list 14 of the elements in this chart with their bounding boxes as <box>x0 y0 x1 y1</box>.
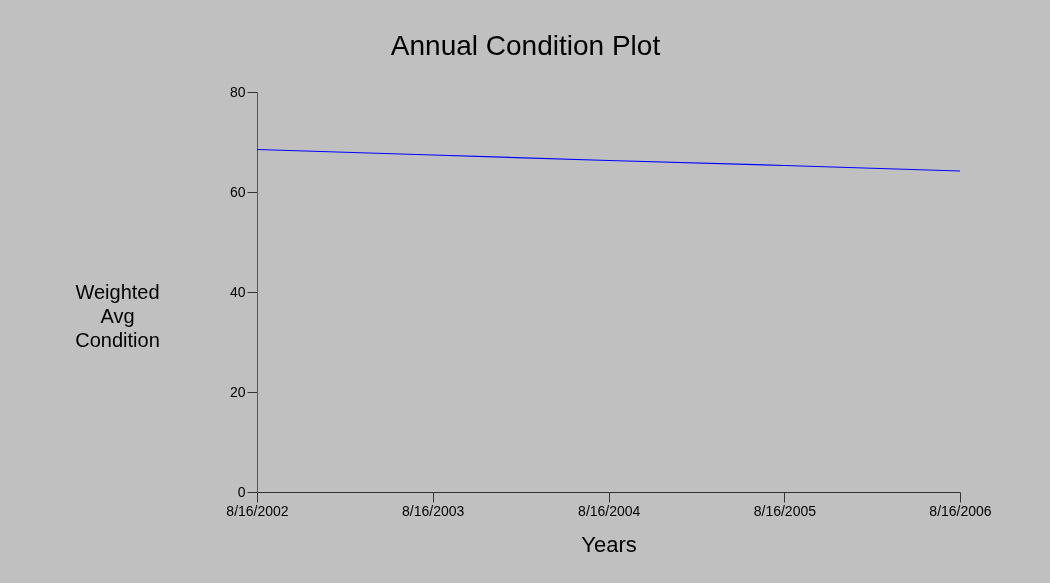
x-tick-label: 8/16/2003 <box>401 502 465 519</box>
y-tick-label: 80 <box>229 83 246 100</box>
x-tick-label: 8/16/2004 <box>578 502 641 519</box>
y-tick-label: 60 <box>229 183 246 200</box>
x-tick-label: 8/16/2006 <box>929 502 992 519</box>
y-tick-label: 0 <box>237 483 246 500</box>
x-tick-label: 8/16/2002 <box>226 502 289 519</box>
chart-title: Annual Condition Plot <box>390 30 661 61</box>
y-tick-label: 20 <box>229 383 246 400</box>
x-axis-title: Years <box>581 531 637 557</box>
y-axis-title: Weighted Avg Condition <box>75 280 160 351</box>
x-tick-label: 8/16/2005 <box>753 502 817 519</box>
y-tick-label: 40 <box>229 283 246 300</box>
line-series <box>256 148 961 172</box>
